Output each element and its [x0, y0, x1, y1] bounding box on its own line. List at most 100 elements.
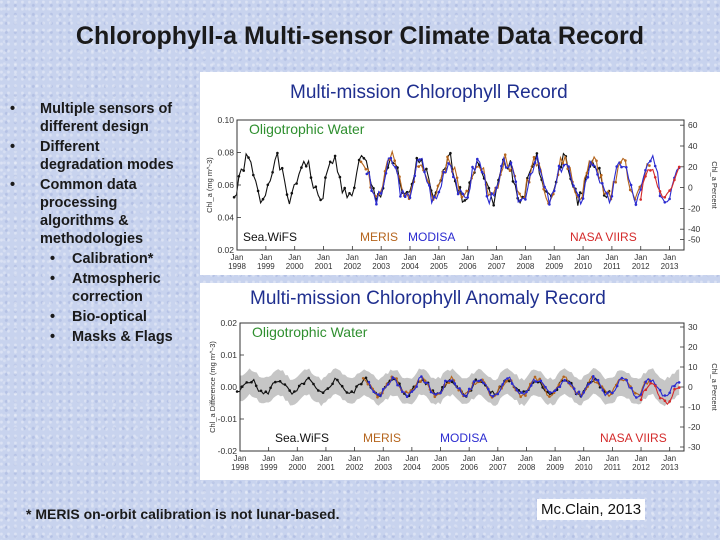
data-point	[677, 381, 681, 384]
data-point	[578, 191, 582, 194]
data-point	[639, 398, 643, 402]
data-point	[403, 195, 407, 198]
data-point	[476, 157, 479, 161]
x-tick-month: Jan	[605, 253, 618, 262]
x-tick-label: 2009	[545, 262, 563, 271]
bullet-line: Multiple sensors of	[40, 101, 173, 117]
x-tick-month: Jan	[231, 253, 244, 262]
data-point	[405, 395, 409, 398]
plot-frame	[239, 322, 685, 452]
x-tick-label: 1999	[260, 463, 278, 472]
data-point	[548, 203, 551, 206]
data-point	[553, 389, 557, 392]
data-point	[271, 171, 274, 174]
x-tick-label: 2013	[661, 262, 679, 271]
data-point	[264, 390, 268, 393]
legend-modisa: MODISA	[408, 230, 455, 244]
bullet-line: correction	[72, 289, 143, 305]
x-tick-month: Jan	[549, 454, 562, 463]
right-tick-label: -10	[688, 402, 701, 412]
data-point	[300, 166, 303, 169]
data-point	[602, 194, 606, 197]
data-point	[658, 194, 662, 198]
y-tick-label: 0.04	[217, 213, 234, 223]
data-point	[658, 190, 662, 193]
x-tick-label: 1998	[228, 262, 246, 271]
x-tick-month: Jan	[346, 253, 359, 262]
data-point	[240, 385, 244, 388]
right-tick-label: 0	[688, 183, 693, 193]
data-point	[394, 166, 397, 169]
data-point	[592, 375, 595, 378]
data-point	[297, 384, 301, 388]
data-point	[336, 378, 339, 382]
data-point	[625, 378, 628, 382]
data-point	[595, 381, 599, 384]
data-point	[638, 185, 642, 189]
data-point	[439, 391, 442, 395]
data-point	[456, 192, 460, 196]
legend-sea-wifs: Sea.WiFS	[275, 431, 329, 445]
data-point	[610, 195, 614, 198]
data-point	[538, 168, 542, 171]
x-tick-label: 2006	[459, 262, 477, 271]
bullet-line: Common data	[40, 177, 137, 193]
data-point	[408, 196, 412, 199]
data-point	[452, 175, 455, 179]
x-tick-label: 2003	[372, 262, 390, 271]
data-point	[558, 385, 562, 389]
data-point	[423, 170, 426, 174]
data-point	[668, 400, 671, 403]
x-tick-month: Jan	[519, 253, 532, 262]
data-point	[432, 195, 436, 199]
data-point	[528, 173, 532, 176]
data-point	[485, 194, 489, 198]
data-point	[338, 175, 342, 179]
data-point	[644, 380, 648, 384]
x-tick-label: 2012	[632, 463, 650, 472]
data-point	[648, 164, 651, 167]
data-point	[552, 189, 556, 193]
data-point	[568, 381, 571, 385]
data-point	[658, 396, 662, 400]
x-tick-label: 2008	[518, 463, 536, 472]
x-tick-label: 2011	[603, 262, 621, 271]
data-point	[328, 160, 332, 164]
y-tick-label: 0.08	[217, 148, 234, 158]
data-point	[399, 195, 402, 198]
bullet-line: different design	[40, 119, 149, 135]
data-point	[668, 391, 671, 395]
data-point	[348, 192, 351, 195]
data-point	[419, 380, 422, 383]
data-point	[437, 190, 441, 194]
x-tick-label: 2002	[346, 463, 364, 472]
x-tick-label: 2001	[315, 262, 333, 271]
x-tick-label: 2004	[403, 463, 421, 472]
data-point	[542, 187, 545, 191]
right-tick-label: 40	[688, 141, 698, 151]
data-point	[395, 377, 398, 380]
data-point	[353, 186, 356, 190]
data-point	[533, 375, 537, 379]
data-point	[471, 165, 474, 169]
x-tick-label: 2008	[516, 262, 534, 271]
data-point	[256, 189, 260, 193]
data-point	[280, 166, 284, 170]
data-point	[425, 167, 428, 171]
data-point	[448, 379, 452, 383]
x-tick-label: 2006	[460, 463, 478, 472]
data-point	[359, 160, 363, 164]
data-point	[606, 391, 609, 395]
x-tick-month: Jan	[663, 253, 676, 262]
data-point	[663, 196, 667, 199]
data-point	[396, 166, 399, 169]
x-tick-label: 2009	[546, 463, 564, 472]
data-point	[376, 396, 379, 399]
chart-title: Multi-mission Chlorophyll Anomaly Record	[250, 288, 606, 309]
bullet-item: Atmospheric correction	[8, 270, 198, 306]
data-point	[677, 386, 681, 389]
data-point	[508, 169, 512, 172]
data-point	[501, 383, 504, 386]
data-point	[517, 389, 521, 392]
data-point	[668, 197, 671, 201]
